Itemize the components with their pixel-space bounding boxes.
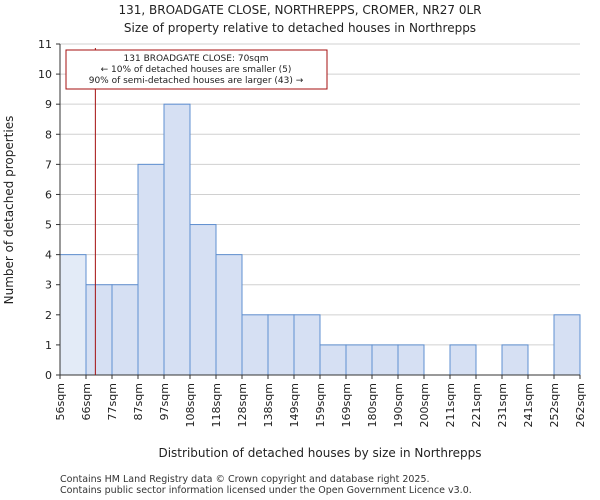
x-tick-label-97sqm: 97sqm: [158, 383, 171, 420]
x-tick-label-231sqm: 231sqm: [496, 383, 509, 427]
x-tick-label-190sqm: 190sqm: [392, 383, 405, 427]
y-tick-label-7: 7: [45, 158, 52, 171]
x-axis-label: Distribution of detached houses by size …: [158, 446, 481, 460]
x-ticks: 56sqm 66sqm 77sqm 87sqm 97sqm 108sqm 118sqm 128…: [54, 375, 587, 427]
x-tick-label-159sqm: 159sqm: [314, 383, 327, 427]
y-tick-label-3: 3: [45, 279, 52, 292]
x-tick-label-118sqm: 118sqm: [210, 383, 223, 427]
bar-66sqm: [85, 284, 113, 376]
bar-77sqm: [111, 284, 139, 376]
x-tick-label-180sqm: 180sqm: [366, 383, 379, 427]
x-tick-label-211sqm: 211sqm: [444, 383, 457, 427]
x-tick-label-241sqm: 241sqm: [522, 383, 535, 427]
bar-87sqm: [137, 163, 165, 376]
x-tick-label-149sqm: 149sqm: [288, 383, 301, 427]
annotation-box: 131 BROADGATE CLOSE: 70sqm ← 10% of deta…: [65, 49, 328, 90]
x-tick-label-77sqm: 77sqm: [106, 383, 119, 420]
y-tick-label-11: 11: [38, 38, 52, 51]
bar-159sqm: [319, 344, 347, 376]
bar-169sqm: [345, 344, 373, 376]
y-tick-label-0: 0: [45, 369, 52, 382]
bar-190sqm: [397, 344, 425, 376]
footer-line-2: Contains public sector information licen…: [60, 485, 472, 496]
x-tick-label-262sqm: 262sqm: [574, 383, 587, 427]
x-tick-label-169sqm: 169sqm: [340, 383, 353, 427]
y-tick-label-2: 2: [45, 309, 52, 322]
bar-180sqm: [371, 344, 399, 376]
y-tick-label-4: 4: [45, 249, 52, 262]
x-tick-label-221sqm: 221sqm: [470, 383, 483, 427]
annotation-line-1: 131 BROADGATE CLOSE: 70sqm: [124, 54, 269, 64]
y-tick-label-8: 8: [45, 128, 52, 141]
x-tick-label-66sqm: 66sqm: [80, 383, 93, 420]
y-axis-label: Number of detached properties: [2, 116, 16, 305]
bar-149sqm: [293, 314, 321, 376]
y-ticks: 0 1 2 3 4 5 6 7 8 9 10 11: [38, 38, 60, 382]
bars-layer: [59, 103, 581, 376]
y-tick-label-9: 9: [45, 98, 52, 111]
chart-subtitle: Size of property relative to detached ho…: [124, 21, 476, 35]
bar-118sqm: [215, 254, 243, 376]
bar-211sqm: [449, 344, 477, 376]
footer-line-1: Contains HM Land Registry data © Crown c…: [60, 474, 430, 485]
annotation-line-2: ← 10% of detached houses are smaller (5): [101, 65, 292, 75]
x-tick-label-56sqm: 56sqm: [54, 383, 67, 420]
bar-252sqm: [553, 314, 581, 376]
annotation-line-3: 90% of semi-detached houses are larger (…: [89, 76, 304, 86]
y-tick-label-5: 5: [45, 219, 52, 232]
x-tick-label-200sqm: 200sqm: [418, 383, 431, 427]
x-tick-label-138sqm: 138sqm: [262, 383, 275, 427]
y-tick-label-10: 10: [38, 68, 52, 81]
x-tick-label-128sqm: 128sqm: [236, 383, 249, 427]
bar-138sqm: [267, 314, 295, 376]
bar-128sqm: [241, 314, 269, 376]
chart-title: 131, BROADGATE CLOSE, NORTHREPPS, CROMER…: [119, 3, 482, 17]
bar-108sqm: [189, 224, 217, 376]
y-tick-label-1: 1: [45, 339, 52, 352]
x-tick-label-108sqm: 108sqm: [184, 383, 197, 427]
y-tick-label-6: 6: [45, 188, 52, 201]
annotation-rect: [65, 49, 328, 90]
x-tick-label-87sqm: 87sqm: [132, 383, 145, 420]
bar-231sqm: [501, 344, 529, 376]
x-tick-label-252sqm: 252sqm: [548, 383, 561, 427]
bar-97sqm: [163, 103, 191, 376]
bar-56sqm: [59, 254, 87, 376]
